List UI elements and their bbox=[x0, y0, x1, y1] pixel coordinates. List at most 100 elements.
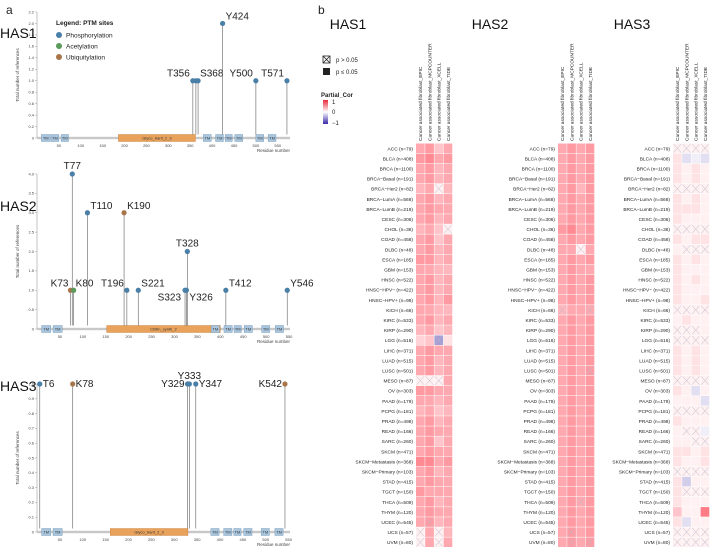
heatmap-cell bbox=[443, 446, 453, 457]
x-tick-label: 50 bbox=[57, 143, 62, 148]
heatmap-cell bbox=[700, 416, 710, 426]
heatmap-cell bbox=[576, 315, 586, 325]
heatmap-cell bbox=[434, 224, 444, 234]
ns-cross bbox=[700, 335, 709, 345]
row-label: HNSC (n=522) bbox=[381, 278, 413, 284]
heatmap-cell bbox=[682, 355, 691, 366]
legend-swatch-ubiquitylation bbox=[56, 54, 62, 60]
domain-label: TM bbox=[276, 529, 282, 534]
heatmap-cell bbox=[682, 456, 691, 467]
heatmap-cell bbox=[567, 224, 576, 234]
heatmap-cell bbox=[416, 305, 425, 315]
row-label: READ (n=166) bbox=[524, 429, 556, 435]
y-tick-label: 0.8 bbox=[28, 411, 34, 416]
x-axis-label: Residue number bbox=[257, 339, 291, 344]
heatmap-cell bbox=[576, 446, 586, 457]
row-label: UVM (n=80) bbox=[529, 540, 555, 546]
heatmap-cell bbox=[434, 234, 444, 244]
row-label: SKCM−Metastasis (n=368) bbox=[497, 459, 555, 465]
heatmap-cell bbox=[682, 385, 691, 396]
heatmap-cell bbox=[443, 486, 453, 497]
heatmap-cell bbox=[425, 406, 434, 416]
heatmap-cell bbox=[425, 173, 434, 184]
heatmap-cell bbox=[434, 143, 444, 154]
row-label: BRCA−Her2 (n=82) bbox=[628, 187, 670, 193]
heatmap-legend: p > 0.05 p ≤ 0.05 Partial_Cor 1 0 −1 bbox=[321, 55, 359, 127]
heatmap-cell bbox=[443, 436, 453, 446]
row-label: KIRP (n=290) bbox=[641, 328, 671, 334]
heatmap-cell bbox=[700, 163, 710, 174]
lollipop-panels: HAS1 0 0.2 0.4 0.6 0.8 1.0 1.2 1.4 1.6 1.8 2.0 2.2 To… bbox=[0, 9, 314, 547]
heatmap-cell bbox=[434, 295, 444, 305]
domain-label: TM bbox=[225, 326, 231, 331]
row-label: BRCA−LumB (n=219) bbox=[623, 207, 670, 213]
row-label: SKCM−Primary (n=103) bbox=[619, 469, 671, 475]
domain-glyco_tranf_2_3 bbox=[118, 134, 196, 142]
heatmap-cell bbox=[691, 385, 701, 396]
y-tick-label: 0.9 bbox=[28, 396, 34, 401]
heatmap-cell bbox=[567, 345, 576, 356]
heatmap-cell bbox=[576, 537, 586, 547]
heatmap-cell bbox=[585, 466, 595, 477]
heatmap-cell bbox=[558, 507, 567, 517]
row-label: BRCA−LumA (n=568) bbox=[509, 197, 556, 203]
heatmap-cell bbox=[673, 153, 682, 164]
heatmap-cell bbox=[425, 497, 434, 507]
row-label: BLCA (n=408) bbox=[525, 156, 556, 162]
heatmap-cell bbox=[443, 264, 453, 275]
column-label: Cancer associated fibroblast_XCELL bbox=[694, 62, 700, 141]
heatmap-cell bbox=[558, 244, 567, 255]
heatmap-title: HAS1 bbox=[330, 16, 367, 32]
heatmap-cell bbox=[558, 436, 567, 446]
site-marker bbox=[71, 287, 77, 293]
heatmap-cell bbox=[700, 355, 710, 366]
heatmap-cell bbox=[585, 476, 595, 487]
domain-label: TM bbox=[245, 529, 251, 534]
x-tick-label: 350 bbox=[194, 334, 201, 339]
heatmap-cell bbox=[673, 284, 682, 295]
row-label: GBM (n=153) bbox=[384, 267, 413, 273]
column-label: Cancer associated fibroblast_MCPCOUNTER bbox=[569, 43, 575, 141]
heatmap-cell bbox=[434, 254, 444, 265]
heatmap-cell bbox=[443, 345, 453, 356]
row-label: ESCA (n=185) bbox=[639, 257, 670, 263]
heatmap-cell bbox=[673, 486, 682, 497]
heatmap-cell bbox=[585, 254, 595, 265]
row-label: TGCT (n=150) bbox=[639, 490, 670, 496]
ns-legend-cross-b bbox=[322, 55, 331, 64]
x-tick-label: 550 bbox=[285, 537, 292, 542]
heatmap-cell bbox=[576, 325, 586, 335]
heatmap-cell bbox=[576, 173, 586, 184]
heatmap-cell bbox=[443, 295, 453, 305]
heatmap-cell bbox=[673, 345, 682, 356]
heatmap-cell bbox=[416, 497, 425, 507]
heatmap-cell bbox=[700, 426, 710, 436]
tm-domain bbox=[260, 528, 270, 536]
row-label: PAAD (n=179) bbox=[639, 399, 670, 405]
row-label: CHOL (n=36) bbox=[642, 227, 671, 233]
heatmap-cell bbox=[416, 284, 425, 295]
heatmap-cell bbox=[434, 466, 444, 477]
legend-label-phosphorylation: Phosphorylation bbox=[66, 33, 113, 40]
heatmap-cell bbox=[425, 527, 434, 537]
ns-cross bbox=[434, 376, 443, 386]
heatmap-cell bbox=[425, 254, 434, 265]
row-label: THYM (n=120) bbox=[523, 510, 555, 516]
y-tick-label: 1.6 bbox=[28, 44, 34, 49]
ns-cross bbox=[416, 537, 425, 547]
heatmap-cell bbox=[673, 456, 682, 467]
heatmap-cell bbox=[443, 325, 453, 335]
heatmap-cell bbox=[673, 497, 682, 507]
heatmap-cell bbox=[585, 517, 595, 527]
heatmap-cell bbox=[416, 204, 425, 214]
row-label: LUAD (n=515) bbox=[524, 358, 555, 364]
heatmap-cell bbox=[558, 426, 567, 436]
site-marker bbox=[69, 171, 75, 177]
heatmap-cell bbox=[434, 406, 444, 416]
heatmap-cell bbox=[576, 385, 586, 396]
ns-cross bbox=[682, 527, 691, 537]
site-marker bbox=[183, 287, 190, 293]
row-label: CESC (n=306) bbox=[639, 217, 671, 223]
heatmap-cell bbox=[682, 163, 691, 174]
